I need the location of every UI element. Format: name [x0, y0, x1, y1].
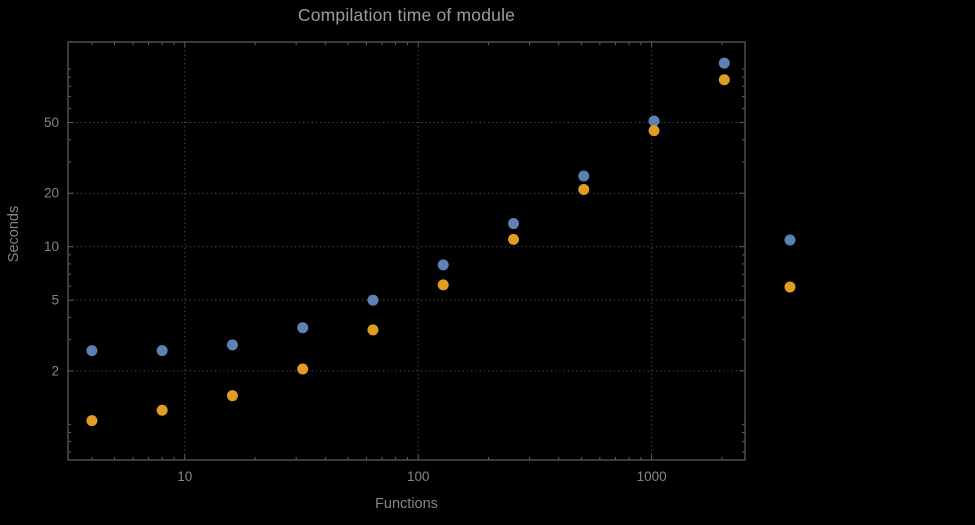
data-point-series-1 — [297, 322, 309, 334]
x-tick-label: 100 — [407, 469, 430, 484]
data-point-series-2 — [367, 324, 379, 336]
data-point-series-2 — [297, 363, 309, 375]
data-point-series-1 — [578, 170, 590, 182]
x-tick-label: 1000 — [637, 469, 667, 484]
data-point-series-2 — [507, 233, 519, 245]
chart-title: Compilation time of module — [297, 5, 516, 25]
data-point-series-2 — [86, 415, 98, 427]
x-axis-label: Functions — [375, 496, 438, 512]
plot-frame — [67, 41, 746, 461]
x-tick-label: 10 — [177, 469, 192, 484]
data-point-series-2 — [437, 279, 449, 291]
data-point-series-2 — [718, 74, 730, 86]
data-point-series-2 — [648, 125, 660, 137]
data-point-series-2 — [578, 183, 590, 195]
data-point-series-1 — [226, 339, 238, 351]
y-tick-label: 5 — [51, 293, 59, 308]
y-tick-label: 20 — [44, 186, 59, 201]
data-point-series-1 — [648, 115, 660, 127]
y-tick-label: 10 — [44, 239, 59, 254]
data-point-series-1 — [437, 259, 449, 271]
data-point-series-2 — [226, 390, 238, 402]
legend-marker-series-1 — [784, 234, 796, 246]
data-point-series-1 — [156, 345, 168, 357]
data-point-series-1 — [718, 57, 730, 69]
y-tick-label: 50 — [44, 115, 59, 130]
data-point-series-1 — [367, 294, 379, 306]
data-point-series-1 — [507, 218, 519, 230]
legend-marker-series-2 — [784, 281, 796, 293]
data-point-series-1 — [86, 345, 98, 357]
y-tick-label: 2 — [51, 363, 59, 378]
data-point-series-2 — [156, 404, 168, 416]
